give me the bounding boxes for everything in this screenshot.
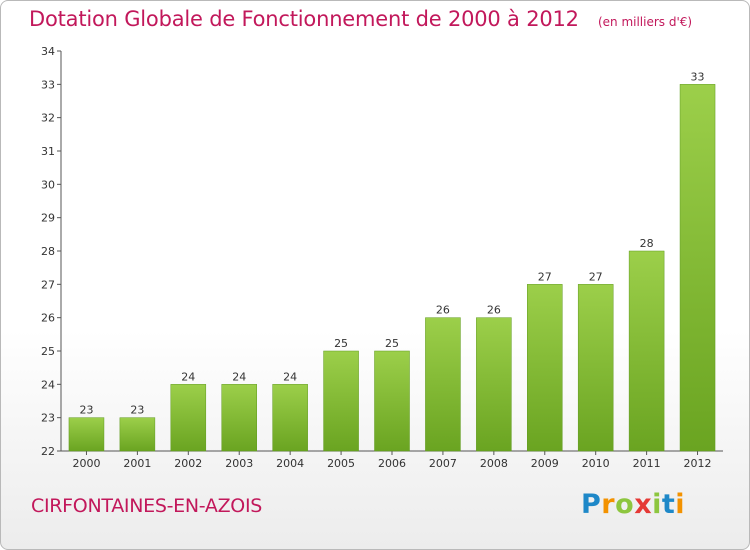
bars xyxy=(68,84,716,452)
y-tick-label: 34 xyxy=(41,45,55,58)
bar-2004[interactable] xyxy=(272,384,308,452)
data-label: 26 xyxy=(487,304,501,317)
data-label: 26 xyxy=(436,304,450,317)
commune-name: CIRFONTAINES-EN-AZOIS xyxy=(31,495,263,517)
data-label: 23 xyxy=(79,404,93,417)
data-label: 24 xyxy=(283,370,297,383)
y-tick-label: 32 xyxy=(41,112,55,125)
proxiti-logo[interactable]: Proxiti xyxy=(581,489,685,520)
data-label: 23 xyxy=(130,404,144,417)
bar-2000[interactable] xyxy=(68,417,105,452)
data-label: 27 xyxy=(589,270,603,283)
y-tick-label: 31 xyxy=(41,145,55,158)
logo-letter: x xyxy=(634,489,653,520)
x-tick-label: 2000 xyxy=(72,457,100,470)
bar-2006[interactable] xyxy=(374,350,410,452)
logo-letter: o xyxy=(615,489,635,520)
y-tick-label: 28 xyxy=(41,245,55,258)
x-tick-label: 2012 xyxy=(684,457,712,470)
logo-letter: P xyxy=(581,489,602,520)
x-tick-label: 2003 xyxy=(225,457,253,470)
x-tick-label: 2005 xyxy=(327,457,355,470)
x-tick-label: 2011 xyxy=(633,457,661,470)
bar-2007[interactable] xyxy=(425,317,461,452)
data-label: 33 xyxy=(691,70,705,83)
x-tick-label: 2008 xyxy=(480,457,508,470)
x-tick-label: 2010 xyxy=(582,457,610,470)
y-tick-label: 24 xyxy=(41,378,55,391)
bar-2001[interactable] xyxy=(119,417,156,452)
y-tick-label: 27 xyxy=(41,278,55,291)
data-label: 24 xyxy=(232,370,246,383)
y-tick-label: 26 xyxy=(41,312,55,325)
x-tick-label: 2002 xyxy=(174,457,202,470)
bar-2003[interactable] xyxy=(221,384,257,452)
title-row: Dotation Globale de Fonctionnement de 20… xyxy=(29,7,692,31)
chart-subtitle: (en milliers d'€) xyxy=(597,15,693,29)
x-tick-label: 2004 xyxy=(276,457,304,470)
data-label: 27 xyxy=(538,270,552,283)
bar-2008[interactable] xyxy=(476,317,512,452)
x-tick-label: 2009 xyxy=(531,457,559,470)
bar-2005[interactable] xyxy=(323,350,359,452)
bar-2009[interactable] xyxy=(527,284,563,452)
logo-letter: t xyxy=(661,489,676,520)
data-label: 28 xyxy=(640,237,654,250)
logo-letter: i xyxy=(652,489,662,520)
bar-2002[interactable] xyxy=(170,384,207,452)
data-label: 25 xyxy=(334,337,348,350)
logo-letter: i xyxy=(675,489,686,520)
logo-letter: r xyxy=(601,489,616,520)
x-tick-label: 2006 xyxy=(378,457,406,470)
y-tick-label: 33 xyxy=(41,78,55,91)
y-tick-label: 30 xyxy=(41,178,55,191)
x-tick-label: 2007 xyxy=(429,457,457,470)
data-label: 24 xyxy=(181,370,195,383)
bar-2012[interactable] xyxy=(679,84,716,452)
y-tick-label: 23 xyxy=(41,412,55,425)
bar-2010[interactable] xyxy=(577,284,614,452)
labels: 2000 23 2001 23 2002 24 2003 24 2004 24 2005 25 2006… xyxy=(72,70,711,470)
axes: 22 23 24 25 26 27 28 29 30 31 32 33 34 xyxy=(41,45,723,458)
bar-2011[interactable] xyxy=(628,250,665,452)
y-tick-label: 25 xyxy=(41,345,55,358)
x-tick-label: 2001 xyxy=(123,457,151,470)
y-tick-label: 29 xyxy=(41,212,55,225)
y-tick-label: 22 xyxy=(41,445,55,458)
data-label: 25 xyxy=(385,337,399,350)
chart-title: Dotation Globale de Fonctionnement de 20… xyxy=(29,7,579,31)
